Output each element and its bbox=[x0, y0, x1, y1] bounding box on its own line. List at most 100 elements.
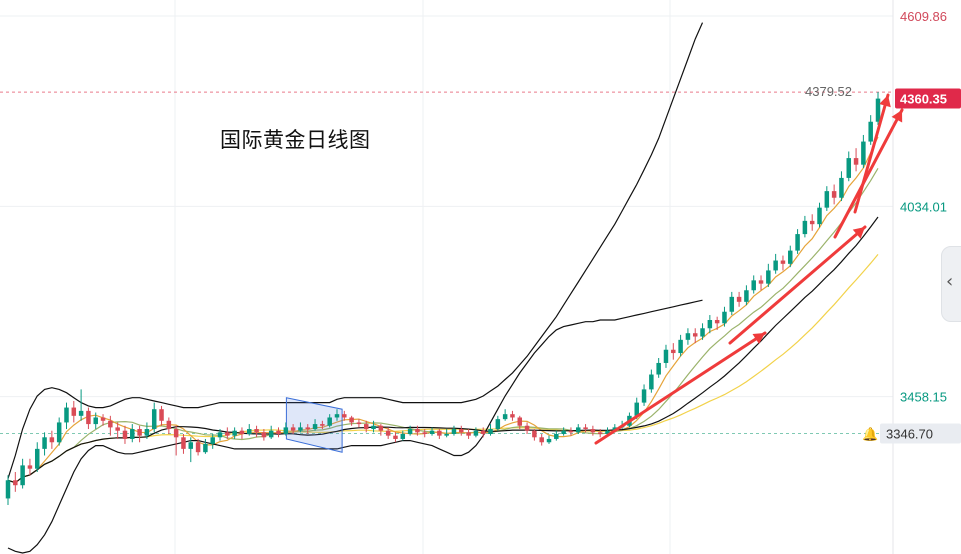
candle-body bbox=[429, 430, 435, 434]
candle-body bbox=[385, 430, 391, 436]
bollinger-middle-line bbox=[7, 216, 879, 484]
candle-body bbox=[817, 207, 822, 225]
alert-price-text: 3346.70 bbox=[886, 426, 933, 441]
candle-body bbox=[254, 429, 259, 433]
candle-body bbox=[71, 407, 77, 416]
trend-arrow bbox=[594, 331, 767, 445]
candle-body bbox=[597, 432, 603, 434]
candle-body bbox=[532, 430, 537, 438]
candle-body bbox=[649, 374, 654, 390]
candle-body bbox=[707, 320, 713, 329]
candle-body bbox=[108, 420, 113, 428]
candle bbox=[363, 420, 369, 433]
price-label-top: 4609.86 bbox=[900, 9, 947, 24]
ma-fast-line bbox=[7, 136, 879, 484]
candle bbox=[42, 432, 47, 456]
candle-body bbox=[422, 432, 427, 434]
trend-arrow-head bbox=[879, 95, 891, 108]
candle bbox=[268, 425, 274, 439]
candle-body bbox=[225, 432, 230, 436]
candle bbox=[276, 427, 281, 438]
candle-body bbox=[868, 121, 873, 142]
candle bbox=[795, 229, 800, 254]
candle bbox=[517, 415, 523, 430]
candle-body bbox=[137, 429, 142, 436]
candle-body bbox=[444, 434, 449, 436]
panel-toggle-button[interactable]: ‹ bbox=[941, 246, 961, 322]
candle bbox=[173, 425, 179, 456]
candle bbox=[254, 425, 259, 438]
candle bbox=[524, 422, 530, 434]
candle-body bbox=[839, 177, 844, 198]
candle bbox=[809, 214, 815, 231]
candle bbox=[466, 429, 471, 439]
trend-arrow-shaft bbox=[833, 108, 904, 239]
candle-body bbox=[480, 430, 486, 434]
candle bbox=[225, 427, 230, 439]
candle bbox=[385, 427, 391, 439]
candle bbox=[868, 115, 873, 145]
candle bbox=[429, 427, 435, 436]
candle bbox=[685, 328, 691, 345]
price-label-upper: 4034.01 bbox=[900, 199, 947, 214]
candle-body bbox=[736, 296, 742, 302]
candle-body bbox=[64, 407, 69, 423]
candle bbox=[305, 424, 310, 434]
candle-body bbox=[130, 429, 135, 439]
candle-body bbox=[378, 425, 384, 431]
candle bbox=[875, 92, 881, 126]
candle-body bbox=[473, 430, 479, 436]
candle bbox=[663, 344, 669, 368]
candle bbox=[802, 215, 808, 238]
candle-body bbox=[166, 420, 172, 430]
candle bbox=[853, 148, 859, 172]
candle-body bbox=[188, 442, 194, 449]
candle-body bbox=[100, 417, 106, 421]
candle bbox=[312, 419, 318, 431]
candle bbox=[561, 427, 566, 436]
candle bbox=[217, 429, 223, 441]
candle-body bbox=[195, 442, 201, 453]
candle bbox=[532, 429, 537, 441]
candle-body bbox=[327, 417, 332, 426]
candle bbox=[422, 429, 427, 438]
bollinger-lower-line bbox=[7, 299, 703, 554]
candle bbox=[736, 291, 742, 307]
candle bbox=[459, 425, 464, 436]
candle-body bbox=[232, 430, 237, 436]
candle-body bbox=[641, 389, 647, 403]
candle-body bbox=[678, 339, 683, 354]
candle-body bbox=[780, 260, 786, 264]
candle-body bbox=[342, 414, 347, 418]
candle bbox=[130, 424, 135, 443]
candle-body bbox=[42, 437, 47, 449]
bell-icon[interactable]: 🔔 bbox=[862, 426, 878, 441]
candle-body bbox=[356, 422, 362, 425]
candle-body bbox=[700, 328, 705, 337]
candle-body bbox=[546, 438, 552, 443]
candle bbox=[232, 427, 237, 439]
candle-body bbox=[5, 480, 11, 499]
trend-arrow bbox=[833, 108, 904, 239]
candle-body bbox=[502, 414, 508, 420]
candle-body bbox=[510, 414, 515, 418]
candle bbox=[700, 323, 705, 340]
chevron-left-icon: ‹ bbox=[946, 271, 954, 292]
candle-body bbox=[861, 141, 866, 165]
candle-body bbox=[181, 437, 186, 449]
chart-title: 国际黄金日线图 bbox=[220, 128, 371, 152]
candle-body bbox=[853, 158, 859, 165]
candle bbox=[64, 402, 69, 430]
candle-body bbox=[488, 429, 493, 434]
candle-body bbox=[247, 429, 252, 434]
candle bbox=[298, 422, 303, 433]
candle-body bbox=[268, 430, 274, 438]
candle bbox=[400, 430, 406, 441]
candle bbox=[568, 427, 574, 436]
candle bbox=[722, 306, 727, 327]
candle-body bbox=[334, 414, 340, 418]
candle bbox=[678, 334, 683, 357]
candle bbox=[247, 424, 252, 436]
